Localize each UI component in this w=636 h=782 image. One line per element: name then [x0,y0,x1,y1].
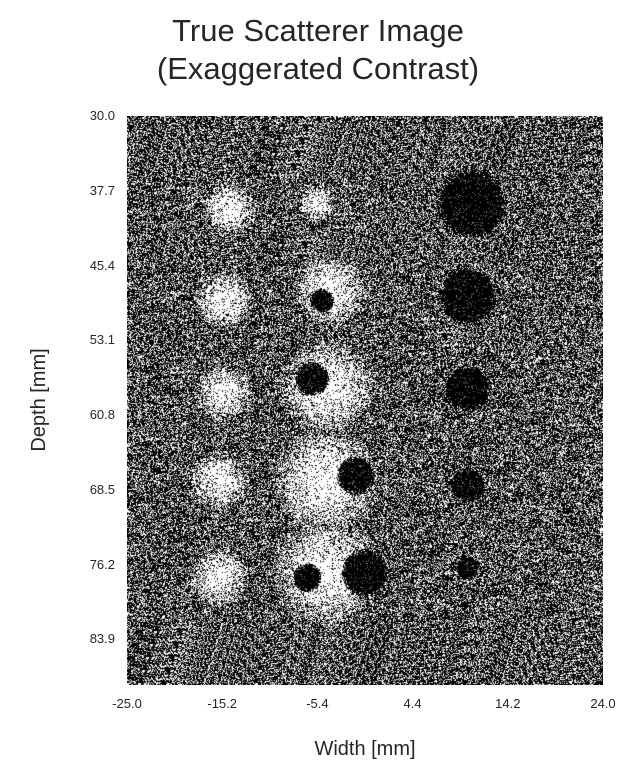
x-tick-label: 24.0 [590,696,616,711]
heatmap-plot-area [127,116,603,685]
y-tick-label: 53.1 [89,332,115,348]
chart-title-line-1: True Scatterer Image [172,13,464,48]
y-tick-label: 68.5 [89,481,115,497]
y-tick-label: 76.2 [89,556,115,572]
scatterer-image [127,116,603,685]
y-tick-label: 37.7 [89,182,115,198]
x-tick-label: 14.2 [495,696,521,711]
y-axis-label: Depth [mm] [28,348,50,452]
chart-title-line-2: (Exaggerated Contrast) [156,51,480,86]
y-tick-label: 45.4 [89,257,115,273]
x-tick-label: -5.4 [306,696,329,711]
x-axis-label: Width [mm] [314,738,416,760]
x-tick-label: -25.0 [112,696,142,711]
y-tick-label: 83.9 [89,631,115,647]
x-tick-label: -15.2 [207,696,237,711]
y-tick-label: 30.0 [89,108,115,123]
x-tick-label: 4.4 [403,696,422,711]
y-tick-label: 60.8 [89,407,115,423]
